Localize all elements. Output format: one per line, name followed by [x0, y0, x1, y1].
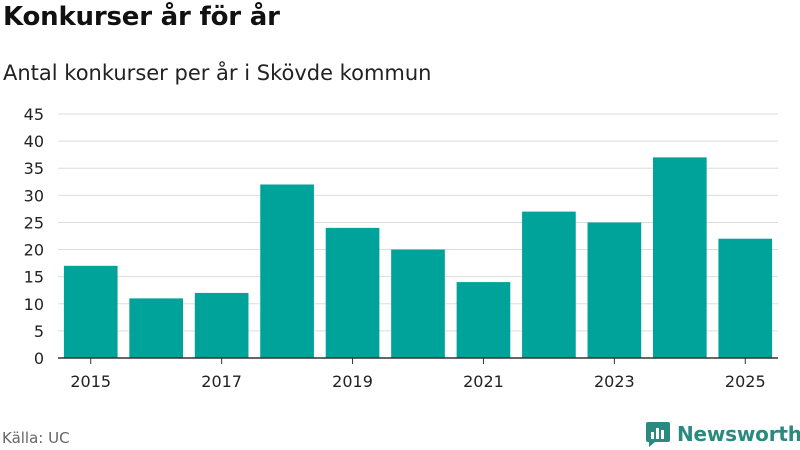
- bar: [260, 184, 314, 358]
- y-tick-label: 45: [24, 105, 44, 124]
- y-tick-label: 15: [24, 268, 44, 287]
- bar: [63, 265, 118, 358]
- source-note: Källa: UC: [2, 429, 70, 447]
- bar: [325, 227, 380, 358]
- brand-logo: Newsworthy: [645, 420, 800, 448]
- y-tick-label: 5: [34, 322, 44, 341]
- y-tick-label: 35: [24, 159, 44, 178]
- y-tick-label: 10: [24, 295, 44, 314]
- bar: [391, 249, 445, 358]
- x-tick-label: 2019: [332, 372, 373, 391]
- y-tick-label: 30: [24, 186, 44, 205]
- x-tick-label: 2023: [594, 372, 635, 391]
- y-tick-label: 40: [24, 132, 44, 151]
- x-tick-label: 2021: [463, 372, 504, 391]
- x-tick-label: 2015: [70, 372, 111, 391]
- bar: [652, 157, 707, 358]
- chart-title: Konkurser år för år: [3, 2, 280, 32]
- bar: [129, 298, 184, 358]
- x-tick-label: 2017: [201, 372, 242, 391]
- bar: [522, 211, 576, 358]
- bar: [718, 238, 773, 358]
- brand-name: Newsworthy: [677, 422, 800, 446]
- bar: [587, 222, 642, 358]
- y-tick-label: 25: [24, 213, 44, 232]
- y-tick-label: 0: [34, 349, 44, 368]
- x-tick-label: 2025: [725, 372, 766, 391]
- bar: [456, 282, 511, 358]
- y-tick-label: 20: [24, 241, 44, 260]
- newsworthy-logo-icon: [646, 422, 670, 447]
- bar: [194, 292, 249, 358]
- bar-layer: [63, 157, 773, 358]
- chart-subtitle: Antal konkurser per år i Skövde kommun: [3, 61, 432, 85]
